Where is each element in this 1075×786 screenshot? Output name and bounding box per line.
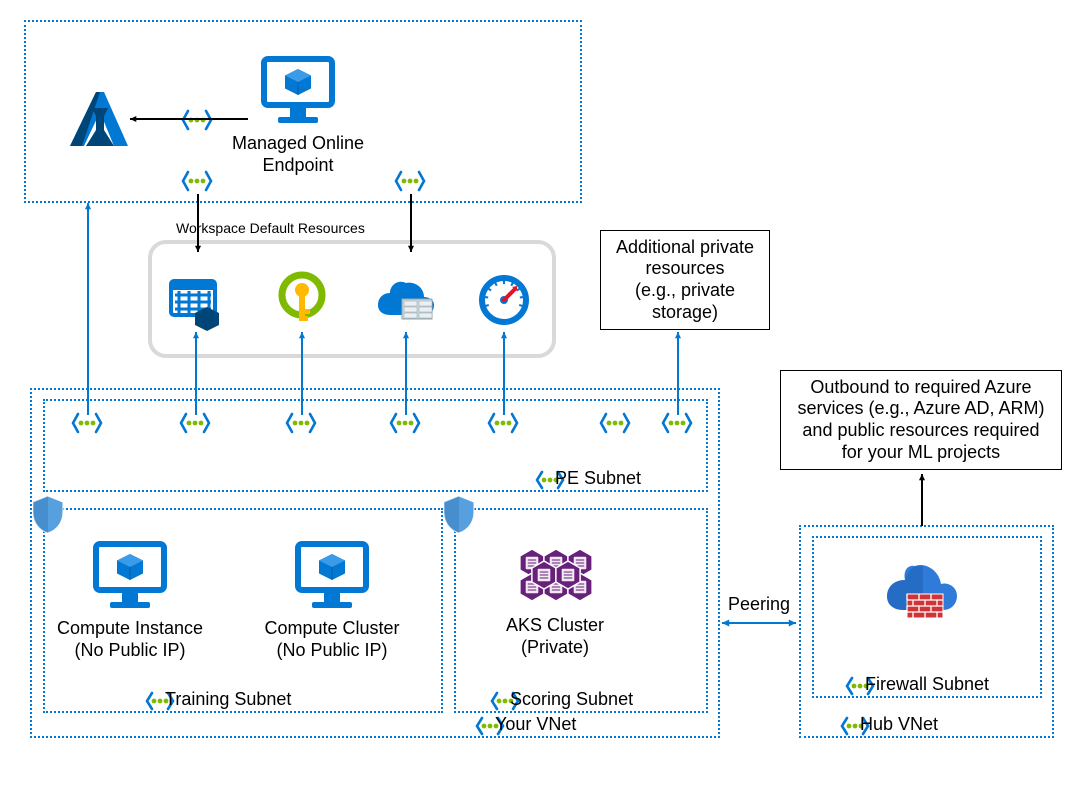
hub-vnet-label-text: Hub VNet bbox=[860, 714, 1060, 736]
private-endpoint-icon bbox=[181, 109, 213, 131]
private-endpoint-icon bbox=[285, 412, 317, 434]
private-endpoint-icon bbox=[389, 412, 421, 434]
firewall-subnet-label-text: Firewall Subnet bbox=[865, 674, 1065, 696]
scoring-subnet-label-text: Scoring Subnet bbox=[510, 689, 710, 711]
workspace-default-resources-title: Workspace Default Resources bbox=[176, 220, 365, 237]
private-endpoint-icon bbox=[179, 412, 211, 434]
shield-icon bbox=[442, 494, 476, 534]
outbound-box: Outbound to required Azure services (e.g… bbox=[780, 370, 1062, 470]
storage-icon bbox=[167, 273, 225, 331]
peering-label: Peering bbox=[722, 594, 796, 616]
arrow-peering bbox=[722, 620, 796, 627]
arrow-firewall-to-outbound bbox=[919, 474, 925, 526]
aks-cluster-icon bbox=[510, 543, 600, 613]
arrow-pe-ml-up bbox=[85, 203, 91, 415]
private-endpoint-icon bbox=[181, 170, 213, 192]
aks-cluster-label: AKS Cluster (Private) bbox=[465, 615, 645, 658]
private-endpoint-icon bbox=[661, 412, 693, 434]
private-endpoint-icon bbox=[71, 412, 103, 434]
shield-icon bbox=[31, 494, 65, 534]
additional-box-text: Additional private resources (e.g., priv… bbox=[601, 231, 769, 329]
additional-box: Additional private resources (e.g., priv… bbox=[600, 230, 770, 330]
private-endpoint-icon bbox=[394, 170, 426, 192]
azure-ml-icon bbox=[60, 86, 138, 156]
app-insights-icon bbox=[477, 273, 531, 327]
compute-instance-label: Compute Instance (No Public IP) bbox=[35, 618, 225, 661]
managed-endpoint-label: Managed Online Endpoint bbox=[208, 133, 388, 176]
managed-endpoint-icon bbox=[260, 55, 336, 131]
pe-subnet-label-text: PE Subnet bbox=[555, 468, 755, 490]
your-vnet-label-text: Your VNet bbox=[495, 714, 695, 736]
outbound-box-text: Outbound to required Azure services (e.g… bbox=[781, 371, 1061, 469]
firewall-icon bbox=[885, 560, 959, 624]
compute-cluster-icon bbox=[294, 540, 370, 616]
private-endpoint-icon bbox=[599, 412, 631, 434]
compute-cluster-label: Compute Cluster (No Public IP) bbox=[237, 618, 427, 661]
training-subnet-label-text: Training Subnet bbox=[165, 689, 365, 711]
private-endpoint-icon bbox=[487, 412, 519, 434]
container-registry-icon bbox=[376, 277, 436, 325]
compute-instance-icon bbox=[92, 540, 168, 616]
keyvault-icon bbox=[275, 273, 329, 327]
